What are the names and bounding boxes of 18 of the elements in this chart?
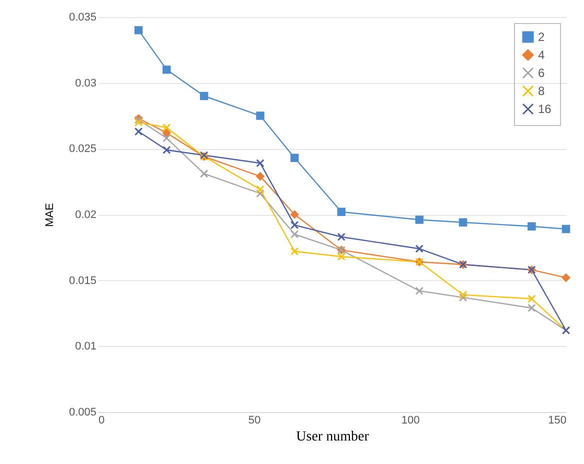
legend-label: 6 (538, 66, 545, 80)
y-tick-label: 0.015 (68, 274, 96, 287)
y-tick-label: 0.025 (68, 143, 96, 156)
y-tick-label: 0.035 (68, 12, 96, 24)
y-tick-label: 0.005 (68, 406, 96, 418)
y-tick-label: 0.03 (75, 77, 96, 90)
x-tick-label: 150 (548, 414, 566, 426)
legend-label: 8 (538, 84, 545, 98)
legend-label: 4 (538, 48, 545, 62)
legend-label: 2 (538, 30, 545, 44)
x-tick-label: 50 (248, 414, 261, 426)
y-axis-title: MAE (44, 203, 56, 227)
y-tick-label: 0.01 (75, 340, 96, 353)
x-axis-title: User number (296, 430, 370, 444)
x-tick-label: 0 (98, 414, 105, 426)
y-tick-label: 0.02 (75, 209, 96, 221)
x-tick-label: 100 (401, 414, 420, 426)
legend-label: 16 (538, 102, 552, 116)
